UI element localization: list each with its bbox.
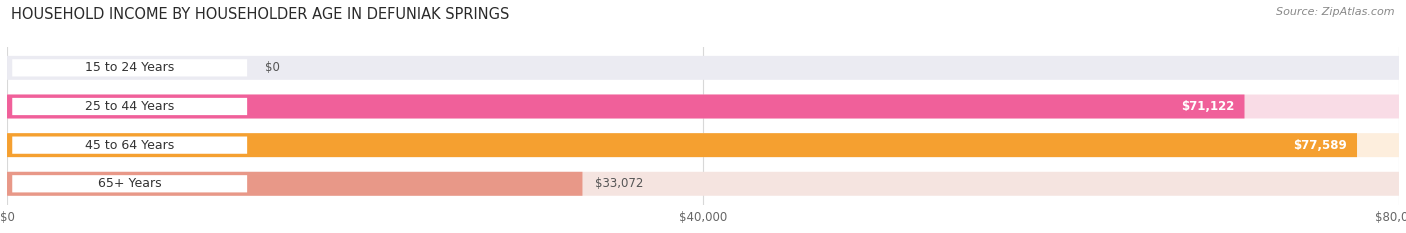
Text: HOUSEHOLD INCOME BY HOUSEHOLDER AGE IN DEFUNIAK SPRINGS: HOUSEHOLD INCOME BY HOUSEHOLDER AGE IN D… — [11, 7, 509, 22]
FancyBboxPatch shape — [7, 95, 1399, 118]
FancyBboxPatch shape — [7, 133, 1357, 157]
Text: 15 to 24 Years: 15 to 24 Years — [86, 61, 174, 74]
Text: $71,122: $71,122 — [1181, 100, 1234, 113]
Text: $0: $0 — [264, 61, 280, 74]
FancyBboxPatch shape — [13, 59, 247, 76]
Text: 45 to 64 Years: 45 to 64 Years — [86, 139, 174, 152]
FancyBboxPatch shape — [7, 56, 1399, 80]
FancyBboxPatch shape — [13, 175, 247, 192]
FancyBboxPatch shape — [7, 172, 582, 196]
Text: Source: ZipAtlas.com: Source: ZipAtlas.com — [1277, 7, 1395, 17]
Text: 25 to 44 Years: 25 to 44 Years — [86, 100, 174, 113]
Text: $77,589: $77,589 — [1294, 139, 1347, 152]
FancyBboxPatch shape — [7, 172, 1399, 196]
FancyBboxPatch shape — [7, 133, 1399, 157]
FancyBboxPatch shape — [13, 137, 247, 154]
FancyBboxPatch shape — [7, 95, 1244, 118]
Text: 65+ Years: 65+ Years — [98, 177, 162, 190]
FancyBboxPatch shape — [13, 98, 247, 115]
Text: $33,072: $33,072 — [595, 177, 643, 190]
